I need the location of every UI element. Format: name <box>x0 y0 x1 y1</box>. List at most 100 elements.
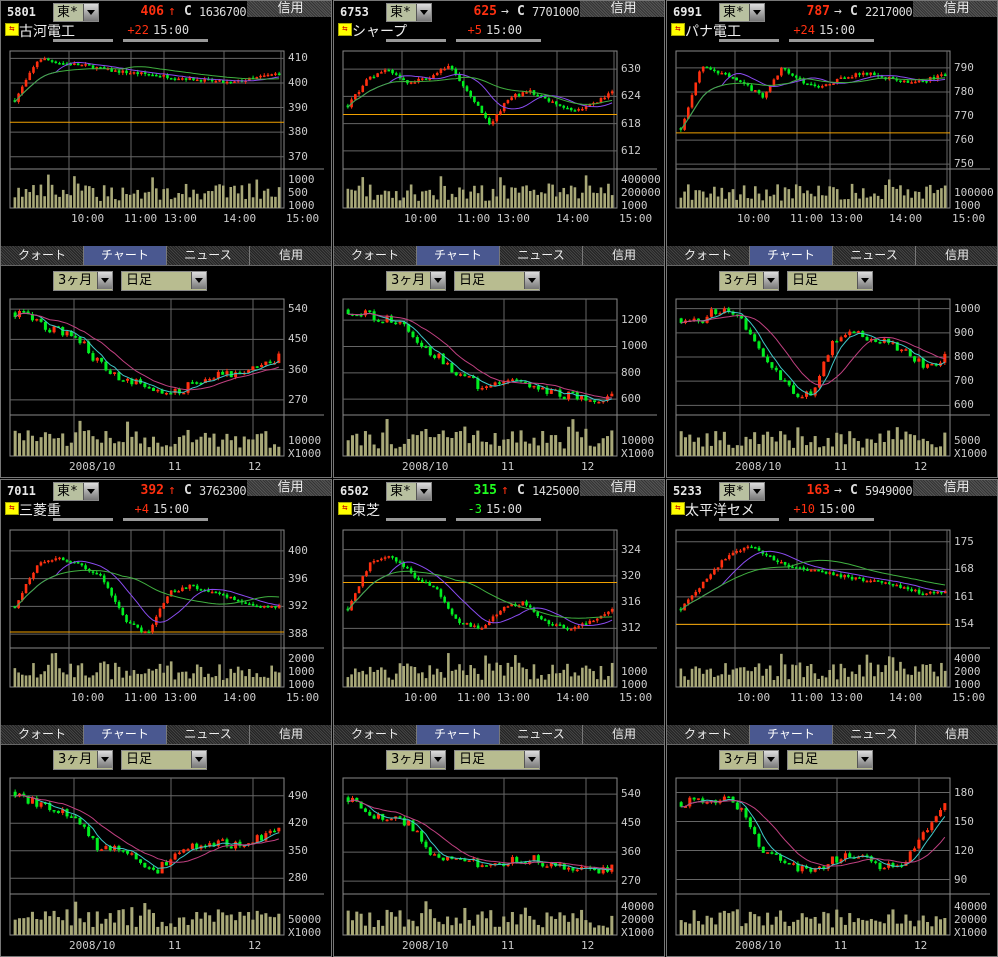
volume-bar <box>158 199 162 208</box>
chevron-down-icon[interactable] <box>524 751 539 768</box>
candle <box>182 392 186 395</box>
volume-bar <box>130 436 134 456</box>
credit-tab-top[interactable]: 信用 <box>247 480 331 496</box>
tab-chart[interactable]: チャート <box>417 725 500 744</box>
tab-credit[interactable]: 信用 <box>916 725 997 744</box>
volume-bar <box>210 191 214 208</box>
chevron-down-icon[interactable] <box>83 483 98 500</box>
volume-bar <box>581 192 584 208</box>
credit-tab-top[interactable]: 信用 <box>247 1 331 17</box>
tab-news[interactable]: ニュース <box>500 246 583 265</box>
tab-credit[interactable]: 信用 <box>583 725 664 744</box>
price-change: +5 <box>467 23 482 37</box>
exchange-select[interactable]: 東* <box>386 3 432 22</box>
credit-tab-top[interactable]: 信用 <box>913 1 997 17</box>
chevron-down-icon[interactable] <box>97 751 112 768</box>
volume-bar <box>188 678 192 687</box>
tab-chart[interactable]: チャート <box>750 246 833 265</box>
candle <box>551 624 554 626</box>
chevron-down-icon[interactable] <box>83 4 98 21</box>
volume-bar <box>731 189 735 208</box>
swap-arrows-icon[interactable]: ⇆ <box>5 23 19 36</box>
swap-arrows-icon[interactable]: ⇆ <box>671 502 685 515</box>
tab-news[interactable]: ニュース <box>833 725 916 744</box>
candle <box>450 362 454 373</box>
tab-credit[interactable]: 信用 <box>250 246 331 265</box>
chevron-down-icon[interactable] <box>749 483 764 500</box>
chevron-down-icon[interactable] <box>749 4 764 21</box>
chevron-down-icon[interactable] <box>763 272 778 289</box>
moving-average-line <box>14 312 279 391</box>
tab-credit[interactable]: 信用 <box>250 725 331 744</box>
volume-bar <box>525 669 528 687</box>
credit-tab-top[interactable]: 信用 <box>913 480 997 496</box>
tab-quote[interactable]: クォート <box>334 246 417 265</box>
volume-bar <box>195 911 199 935</box>
tab-news[interactable]: ニュース <box>167 246 250 265</box>
trade-volume: 59490000 <box>865 484 919 498</box>
tab-quote[interactable]: クォート <box>1 246 84 265</box>
period-select[interactable]: 3ヶ月 <box>386 271 446 291</box>
candle <box>22 793 26 797</box>
tab-news[interactable]: ニュース <box>167 725 250 744</box>
y-tick-label: 161 <box>954 589 974 603</box>
chevron-down-icon[interactable] <box>97 272 112 289</box>
chevron-down-icon[interactable] <box>430 272 445 289</box>
chevron-down-icon[interactable] <box>524 272 539 289</box>
tab-credit[interactable]: 信用 <box>583 246 664 265</box>
interval-select[interactable]: 日足 <box>454 750 540 770</box>
swap-arrows-icon[interactable]: ⇆ <box>338 23 352 36</box>
tab-news[interactable]: ニュース <box>833 246 916 265</box>
chevron-down-icon[interactable] <box>857 272 872 289</box>
exchange-select[interactable]: 東* <box>53 3 99 22</box>
tab-quote[interactable]: クォート <box>667 725 750 744</box>
volume-bar <box>497 445 501 456</box>
swap-arrows-icon[interactable]: ⇆ <box>338 502 352 515</box>
candle <box>52 810 56 812</box>
tab-credit[interactable]: 信用 <box>916 246 997 265</box>
chevron-down-icon[interactable] <box>763 751 778 768</box>
period-select[interactable]: 3ヶ月 <box>386 750 446 770</box>
interval-select[interactable]: 日足 <box>454 271 540 291</box>
tab-quote[interactable]: クォート <box>1 725 84 744</box>
charts-canvas <box>9 529 324 936</box>
period-select[interactable]: 3ヶ月 <box>719 271 779 291</box>
exchange-select[interactable]: 東* <box>53 482 99 501</box>
volume-bar <box>463 907 467 935</box>
tab-quote[interactable]: クォート <box>667 246 750 265</box>
candle <box>469 623 472 627</box>
exchange-select[interactable]: 東* <box>719 3 765 22</box>
chevron-down-icon[interactable] <box>191 751 206 768</box>
chevron-down-icon[interactable] <box>416 4 431 21</box>
swap-arrows-icon[interactable]: ⇆ <box>5 502 19 515</box>
interval-select[interactable]: 日足 <box>121 271 207 291</box>
exchange-select[interactable]: 東* <box>386 482 432 501</box>
chevron-down-icon[interactable] <box>430 751 445 768</box>
chevron-down-icon[interactable] <box>416 483 431 500</box>
chevron-down-icon[interactable] <box>191 272 206 289</box>
tab-chart[interactable]: チャート <box>84 725 167 744</box>
exchange-select[interactable]: 東* <box>719 482 765 501</box>
y-tick-label: 750 <box>954 157 974 171</box>
credit-tab-top[interactable]: 信用 <box>580 480 664 496</box>
tab-chart[interactable]: チャート <box>750 725 833 744</box>
credit-tab-top[interactable]: 信用 <box>580 1 664 17</box>
y-tick-label: 316 <box>621 595 641 609</box>
period-select[interactable]: 3ヶ月 <box>719 750 779 770</box>
volume-bar <box>688 434 692 456</box>
interval-select[interactable]: 日足 <box>787 750 873 770</box>
interval-select[interactable]: 日足 <box>121 750 207 770</box>
period-select[interactable]: 3ヶ月 <box>53 750 113 770</box>
volume-bar <box>761 925 765 935</box>
swap-arrows-icon[interactable]: ⇆ <box>671 23 685 36</box>
period-select[interactable]: 3ヶ月 <box>53 271 113 291</box>
tab-chart[interactable]: チャート <box>84 246 167 265</box>
volume-bar <box>207 673 210 687</box>
chevron-down-icon[interactable] <box>857 751 872 768</box>
tab-news[interactable]: ニュース <box>500 725 583 744</box>
interval-select[interactable]: 日足 <box>787 271 873 291</box>
volume-bar <box>394 448 398 456</box>
candle <box>722 796 726 801</box>
tab-quote[interactable]: クォート <box>334 725 417 744</box>
tab-chart[interactable]: チャート <box>417 246 500 265</box>
